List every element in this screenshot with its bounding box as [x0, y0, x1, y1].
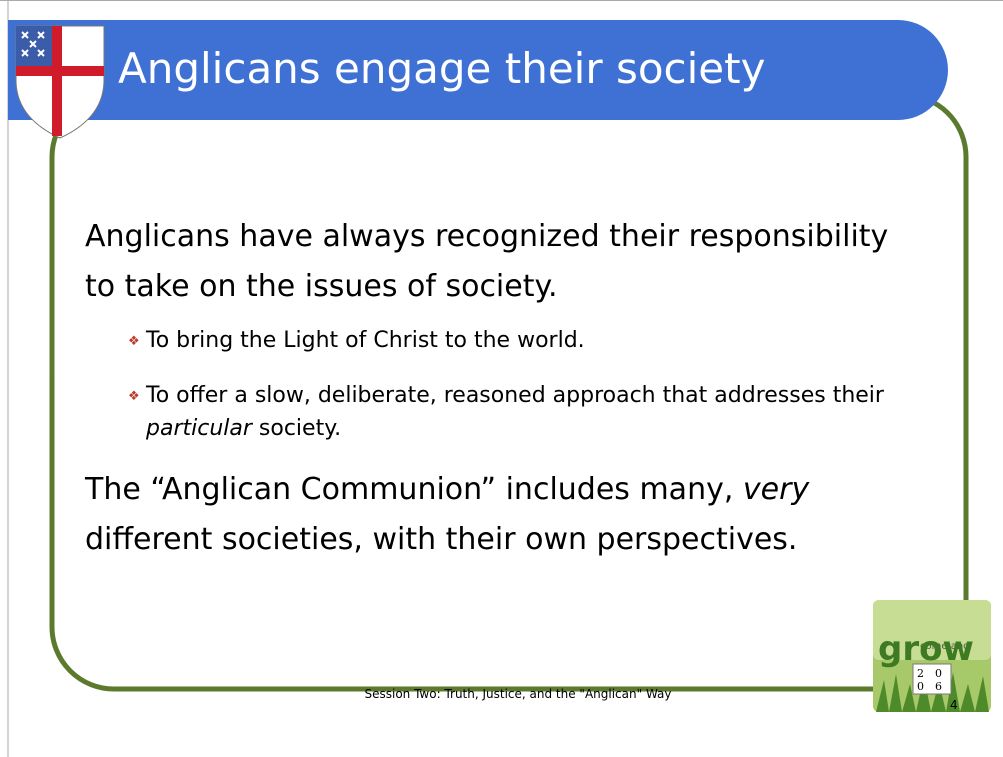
- slide-title: Anglicans engage their society: [118, 44, 765, 93]
- logo-word: grow: [878, 629, 974, 669]
- logo-year: 0: [917, 680, 924, 693]
- logo-year: 6: [935, 680, 942, 693]
- bullet-text: To bring the Light of Christ to the worl…: [146, 328, 585, 353]
- bullet: To offer a slow, deliberate, reasoned ap…: [128, 379, 936, 445]
- closing-text-run: The “Anglican Communion” includes many,: [85, 472, 743, 507]
- logo-year: 2: [917, 667, 924, 680]
- closing-text: The “Anglican Communion” includes many, …: [85, 465, 935, 565]
- logo-year: 0: [935, 667, 942, 680]
- closing-text-run: different societies, with their own pers…: [85, 522, 797, 557]
- slide: come and grow 2 0 0 6 Anglicans engage t…: [0, 0, 1003, 757]
- intro-text: Anglicans have always recognized their r…: [85, 212, 915, 312]
- footer: Session Two: Truth, Justice, and the "An…: [358, 686, 678, 702]
- grow-logo: come and grow 2 0 0 6: [873, 600, 991, 712]
- bullet: To bring the Light of Christ to the worl…: [128, 324, 936, 357]
- bullet-text: To offer a slow, deliberate, reasoned ap…: [146, 383, 884, 408]
- closing-emphasis: very: [743, 472, 809, 507]
- bullet-text: society.: [252, 416, 341, 441]
- bullet-emphasis: particular: [146, 416, 252, 441]
- page-number: 4: [950, 698, 958, 712]
- shield-logo: [16, 26, 104, 138]
